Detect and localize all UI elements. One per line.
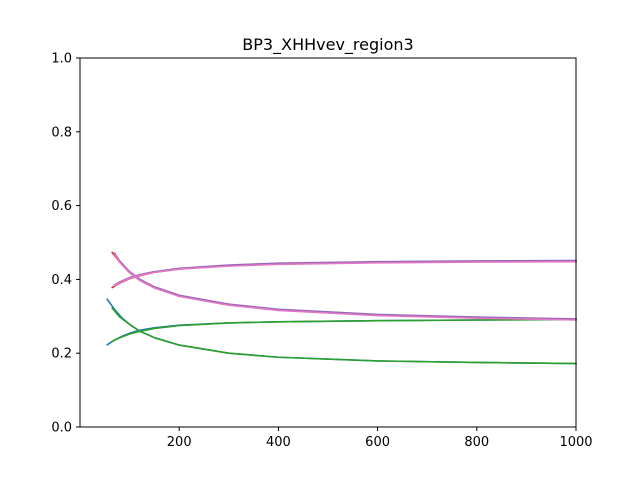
series-line-4: [111, 307, 577, 365]
series-layer: [106, 251, 577, 365]
series-line-9: [113, 260, 577, 287]
y-tick-label: 1.0: [51, 52, 72, 67]
x-tick-label: 800: [464, 435, 489, 450]
plot-frame: [79, 57, 577, 428]
y-tick-label: 0.4: [51, 273, 72, 288]
y-tick-label: 0.6: [51, 199, 72, 214]
series-line-10: [113, 253, 577, 321]
y-tick-label: 0.2: [51, 347, 72, 362]
x-tick-label: 400: [266, 435, 291, 450]
series-line-1: [106, 318, 577, 346]
series-line-3: [111, 318, 577, 343]
chart-title: BP3_XHHvev_region3: [242, 35, 413, 55]
x-tick-label: 600: [365, 435, 390, 450]
series-line-2: [106, 298, 577, 365]
series-line-5: [111, 260, 577, 289]
series-line-7: [113, 259, 577, 287]
y-tick-label: 0.0: [51, 421, 72, 436]
axes-layer: 200 400 600 800 1000 0.0 0.2 0.4 0.6 0.8 1.0: [51, 52, 592, 451]
x-tick-label: 1000: [559, 435, 592, 450]
y-tick-label: 0.8: [51, 125, 72, 140]
x-tick-label: 200: [167, 435, 192, 450]
